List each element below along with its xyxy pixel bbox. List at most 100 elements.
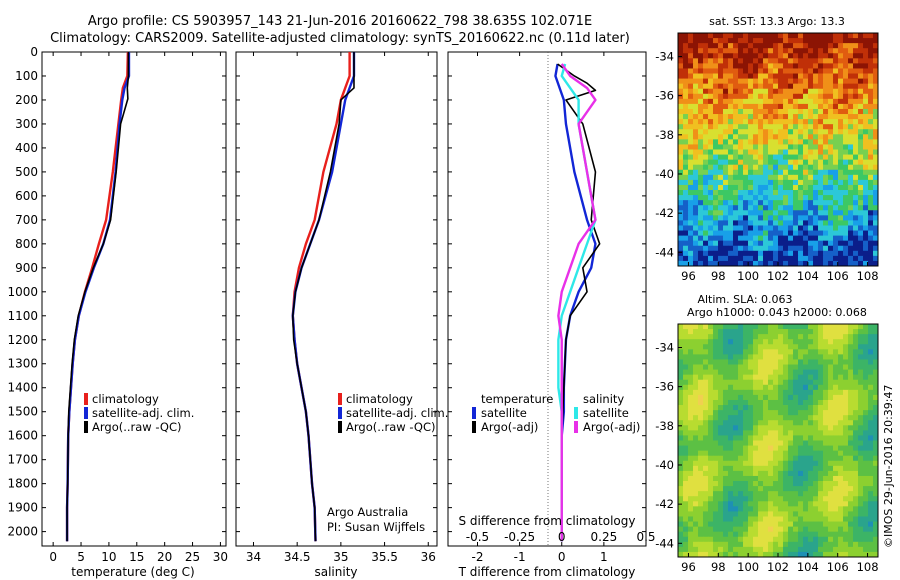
heatmap-cell [733,169,739,176]
heatmap-cell [823,124,829,130]
heatmap-cell [768,63,774,69]
heatmap-cell [773,205,779,211]
heatmap-cell [743,240,749,247]
heatmap-cell [833,53,839,59]
heatmap-cell [853,410,859,416]
heatmap-cell [798,149,804,155]
heatmap-cell [708,119,714,125]
heatmap-cell [678,364,684,370]
heatmap-cell [713,405,719,411]
heatmap-cell [828,114,834,120]
heatmap-cell [803,255,809,262]
heatmap-cell [743,164,749,171]
heatmap-cell [723,195,729,201]
heatmap-cell [793,235,799,242]
heatmap-cell [798,379,804,386]
heatmap-cell [718,205,724,211]
heatmap-cell [798,496,804,502]
heatmap-cell [863,114,869,120]
heatmap-cell [753,68,759,74]
heatmap-cell [718,496,724,502]
heatmap-cell [753,384,759,391]
heatmap-cell [863,435,869,441]
heatmap-cell [758,384,764,391]
heatmap-cell [838,511,844,517]
heatmap-cell [788,506,794,512]
heatmap-cell [688,144,694,150]
heatmap-cell [853,255,859,262]
heatmap-cell [698,324,704,330]
heatmap-cell [683,425,689,431]
heatmap-cell [783,174,789,181]
heatmap-cell [698,48,704,54]
heatmap-cell [813,134,819,140]
heatmap-cell [798,63,804,69]
heatmap-cell [748,179,754,186]
heatmap-cell [853,405,859,411]
heatmap-cell [753,374,759,381]
heatmap-cell [798,526,804,533]
heatmap-cell [873,210,879,216]
heatmap-cell [798,260,804,267]
heatmap-cell [853,134,859,140]
heatmap-cell [678,491,684,497]
heatmap-cell [778,108,784,115]
heatmap-cell [763,531,769,538]
heatmap-cell [713,445,719,452]
heatmap-cell [778,339,784,345]
heatmap-cell [828,405,834,411]
heatmap-cell [678,455,684,462]
heatmap-cell [693,119,699,125]
heatmap-cell [818,164,824,171]
heatmap-cell [693,496,699,502]
heatmap-cell [858,516,864,522]
heatmap-cell [838,374,844,381]
heatmap-cell [718,551,724,558]
heatmap-cell [778,174,784,181]
heatmap-cell [813,73,819,79]
heatmap-cell [808,506,814,512]
heatmap-cell [863,144,869,150]
heatmap-cell [803,108,809,115]
heatmap-cell [763,389,769,396]
heatmap-cell [808,450,814,457]
heatmap-cell [748,210,754,216]
heatmap-cell [823,541,829,548]
x-tick-label: 34 [246,550,261,564]
heatmap-cell [698,450,704,457]
heatmap-cell [778,511,784,517]
heatmap-cell [713,506,719,512]
heatmap-cell [718,379,724,386]
heatmap-cell [803,63,809,69]
heatmap-cell [803,205,809,211]
heatmap-cell [778,374,784,381]
heatmap-cell [703,190,709,196]
heatmap-cell [763,83,769,90]
heatmap-cell [748,200,754,206]
heatmap-cell [833,536,839,543]
heatmap-cell [873,460,879,467]
heatmap-cell [748,511,754,517]
heatmap-cell [693,230,699,237]
heatmap-cell [833,139,839,145]
heatmap-cell [858,455,864,462]
heatmap-cell [758,88,764,95]
heatmap-cell [783,149,789,155]
heatmap-cell [758,124,764,130]
heatmap-cell [868,364,874,370]
heatmap-cell [863,541,869,548]
heatmap-cell [708,425,714,431]
heatmap-cell [748,546,754,553]
sla-map-title: Altim. SLA: 0.063 [697,293,792,306]
heatmap-cell [738,511,744,517]
heatmap-cell [798,324,804,330]
heatmap-cell [728,430,734,436]
heatmap-cell [853,511,859,517]
heatmap-cell [808,379,814,386]
heatmap-cell [718,531,724,538]
heatmap-cell [763,344,769,350]
heatmap-cell [728,384,734,391]
heatmap-cell [868,73,874,79]
heatmap-cell [708,546,714,553]
heatmap-cell [833,521,839,528]
